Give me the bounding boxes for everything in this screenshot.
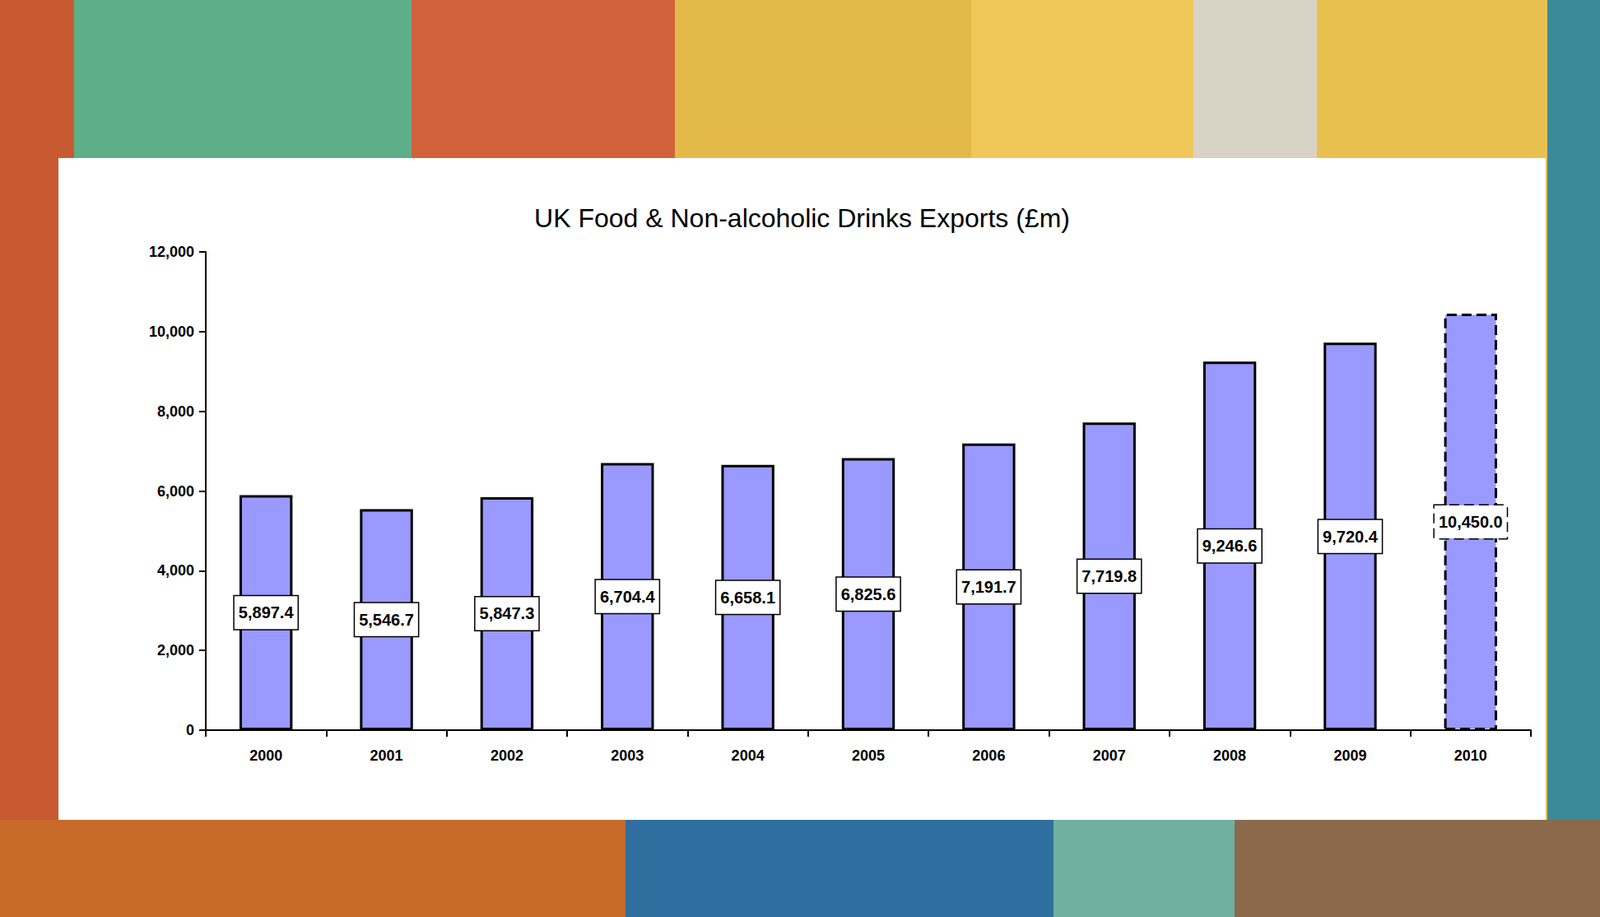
svg-text:6,000: 6,000 xyxy=(157,483,195,500)
svg-text:6,704.4: 6,704.4 xyxy=(600,587,656,606)
svg-text:2009: 2009 xyxy=(1333,747,1367,764)
svg-text:2007: 2007 xyxy=(1093,747,1126,764)
svg-text:4,000: 4,000 xyxy=(157,562,195,579)
svg-text:7,191.7: 7,191.7 xyxy=(961,577,1017,596)
svg-text:2,000: 2,000 xyxy=(157,641,195,659)
svg-text:2001: 2001 xyxy=(370,747,404,764)
svg-text:0: 0 xyxy=(186,721,195,739)
svg-text:8,000: 8,000 xyxy=(157,403,195,420)
svg-text:7,719.8: 7,719.8 xyxy=(1081,567,1137,586)
svg-text:12,000: 12,000 xyxy=(148,243,195,261)
svg-text:5,897.4: 5,897.4 xyxy=(238,603,295,622)
svg-text:9,720.4: 9,720.4 xyxy=(1322,527,1379,546)
svg-text:2003: 2003 xyxy=(610,747,644,764)
svg-text:5,847.3: 5,847.3 xyxy=(479,604,535,623)
svg-text:UK Food & Non-alcoholic Drinks: UK Food & Non-alcoholic Drinks Exports (… xyxy=(534,203,1070,233)
svg-text:2002: 2002 xyxy=(490,747,524,764)
svg-text:2004: 2004 xyxy=(731,747,765,764)
svg-text:2010: 2010 xyxy=(1454,747,1488,764)
svg-text:9,246.6: 9,246.6 xyxy=(1202,536,1258,555)
svg-text:2006: 2006 xyxy=(972,747,1005,764)
svg-text:6,658.1: 6,658.1 xyxy=(720,588,776,607)
svg-text:5,546.7: 5,546.7 xyxy=(358,610,414,629)
svg-text:2000: 2000 xyxy=(249,747,283,764)
svg-text:10,450.0: 10,450.0 xyxy=(1438,512,1503,531)
svg-text:2005: 2005 xyxy=(851,747,885,764)
svg-text:10,000: 10,000 xyxy=(148,323,195,340)
svg-text:2008: 2008 xyxy=(1213,747,1247,764)
svg-text:6,825.6: 6,825.6 xyxy=(841,585,897,604)
